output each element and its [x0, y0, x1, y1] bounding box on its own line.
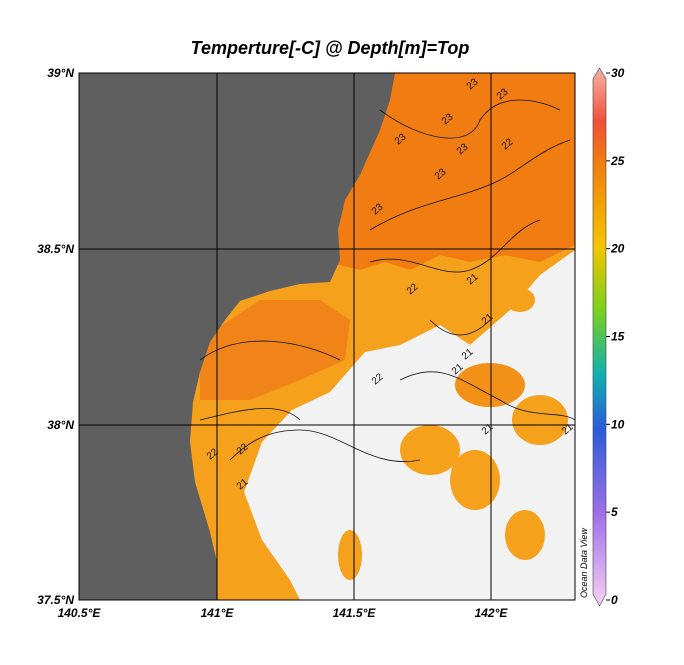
map-area [79, 73, 575, 600]
colorbar [592, 67, 607, 607]
patch [455, 363, 525, 407]
colorbar-label: 5 [611, 505, 618, 519]
x-tick-label: 140.5°E [58, 606, 102, 620]
y-tick-label: 39°N [47, 66, 74, 80]
patch [400, 425, 460, 475]
colorbar-label: 25 [610, 154, 625, 168]
colorbar-label: 0 [611, 593, 618, 607]
y-tick-label: 37.5°N [37, 593, 74, 607]
patch [505, 288, 535, 312]
labels: 140.5°E 141°E 141.5°E 142°E 39°N 38.5°N 38°N 37… [37, 66, 625, 620]
frame [78, 72, 576, 601]
colorbar-label: 20 [610, 242, 625, 256]
patch [450, 450, 500, 510]
colorbar-label: 15 [611, 330, 625, 344]
graticule [79, 73, 575, 600]
y-tick-label: 38.5°N [37, 242, 74, 256]
y-tick-label: 38°N [47, 418, 74, 432]
title: Temperture[-C] @ Depth[m]=Top [191, 38, 470, 58]
x-tick-label: 141.5°E [333, 606, 377, 620]
patch [338, 530, 362, 580]
credit: Ocean Data View [579, 528, 589, 598]
ocean-mid [200, 300, 350, 400]
patch [505, 510, 545, 560]
land [79, 73, 395, 600]
colorbar-label: 10 [611, 417, 625, 431]
patch [512, 395, 568, 445]
colorbar-label: 30 [611, 66, 625, 80]
contours [199, 99, 575, 462]
x-tick-label: 141°E [201, 606, 235, 620]
x-tick-label: 142°E [475, 606, 509, 620]
